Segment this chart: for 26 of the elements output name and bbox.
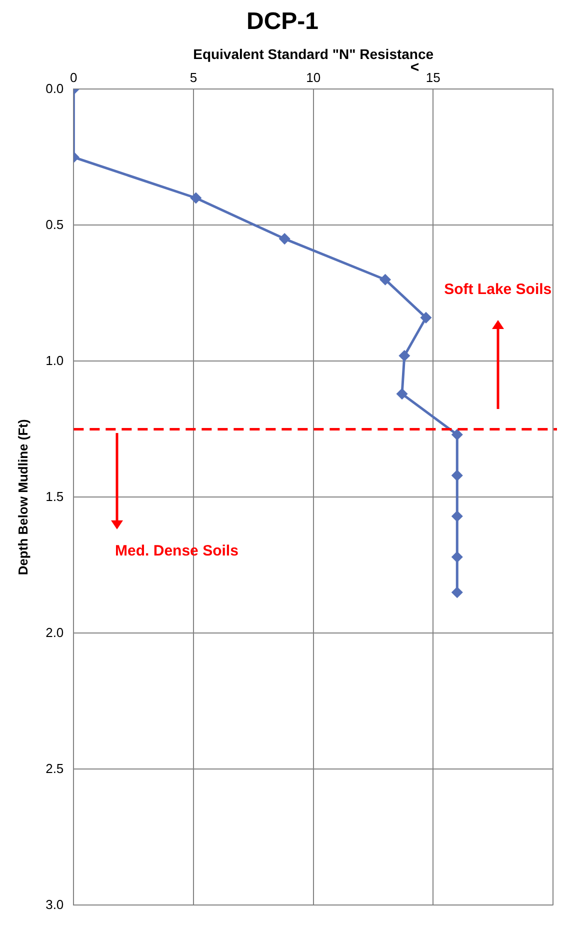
point (396, 388, 408, 400)
y-tick-label: 3.0 (46, 896, 64, 912)
x-tick-label: 15 (426, 70, 440, 85)
x-tick-label: 5 (190, 70, 198, 85)
y-tick-label: 1.5 (46, 488, 64, 504)
point (399, 350, 410, 362)
point (452, 429, 462, 440)
point (452, 552, 462, 562)
chart-title: DCP-1 (246, 8, 319, 36)
annotation: Soft Lake Soils (444, 280, 552, 298)
point (190, 192, 202, 204)
y-tick-label: 2.5 (46, 760, 64, 776)
point (452, 510, 462, 522)
point (420, 312, 432, 323)
y-axis-title: Depth Below Mudline (Ft) (15, 419, 30, 576)
y-tick-label: 0.5 (46, 216, 64, 232)
y-tick-label: 0.0 (46, 80, 64, 96)
x-tick-label: 0 (70, 70, 78, 85)
x-tick-label: 10 (306, 70, 321, 85)
annotation: Med. Dense Soils (115, 542, 238, 560)
point (380, 274, 390, 285)
y-tick-label: 1.0 (46, 352, 64, 368)
point (279, 234, 290, 244)
y-tick-label: 2.0 (46, 624, 64, 640)
point (452, 470, 462, 481)
point (452, 587, 462, 598)
